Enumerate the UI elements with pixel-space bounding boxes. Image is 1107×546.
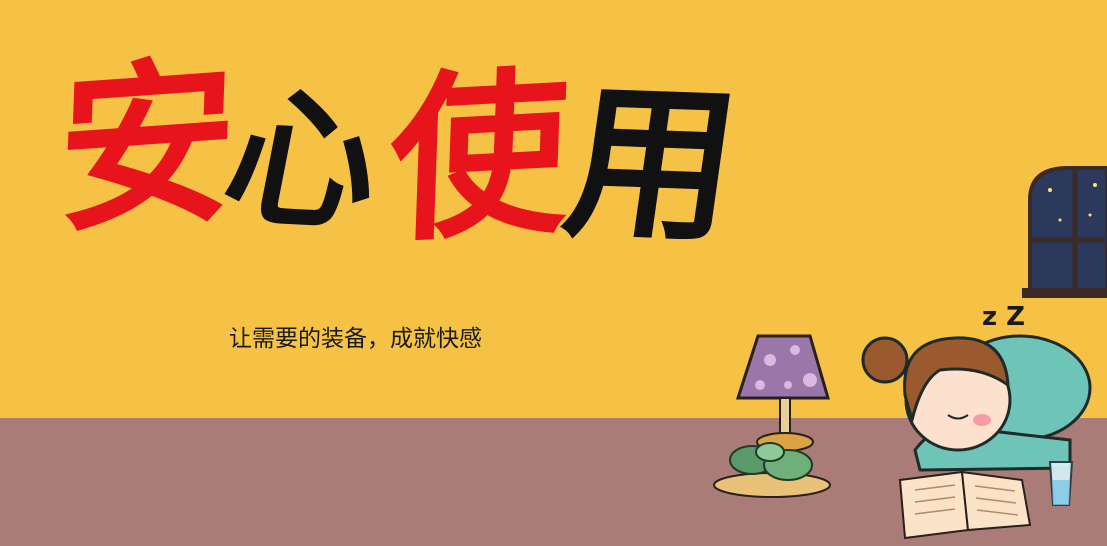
title-char-1: 安	[54, 35, 240, 258]
table-lamp-icon	[735, 334, 830, 452]
sleeping-girl-icon	[861, 334, 1092, 472]
title-char-2: 心	[211, 69, 395, 253]
page-title: 安 心 使 用	[54, 35, 758, 278]
subtitle: 让需要的装备，成就快感	[229, 326, 482, 352]
sleep-zz-text: z Z	[982, 302, 1025, 332]
succulent-plant-icon	[713, 442, 831, 498]
open-book-icon	[898, 470, 1032, 540]
illustration: z Z	[713, 166, 1107, 540]
water-glass-icon	[1048, 461, 1074, 506]
title-char-3: 使	[386, 47, 572, 266]
night-window-icon	[1022, 166, 1107, 298]
